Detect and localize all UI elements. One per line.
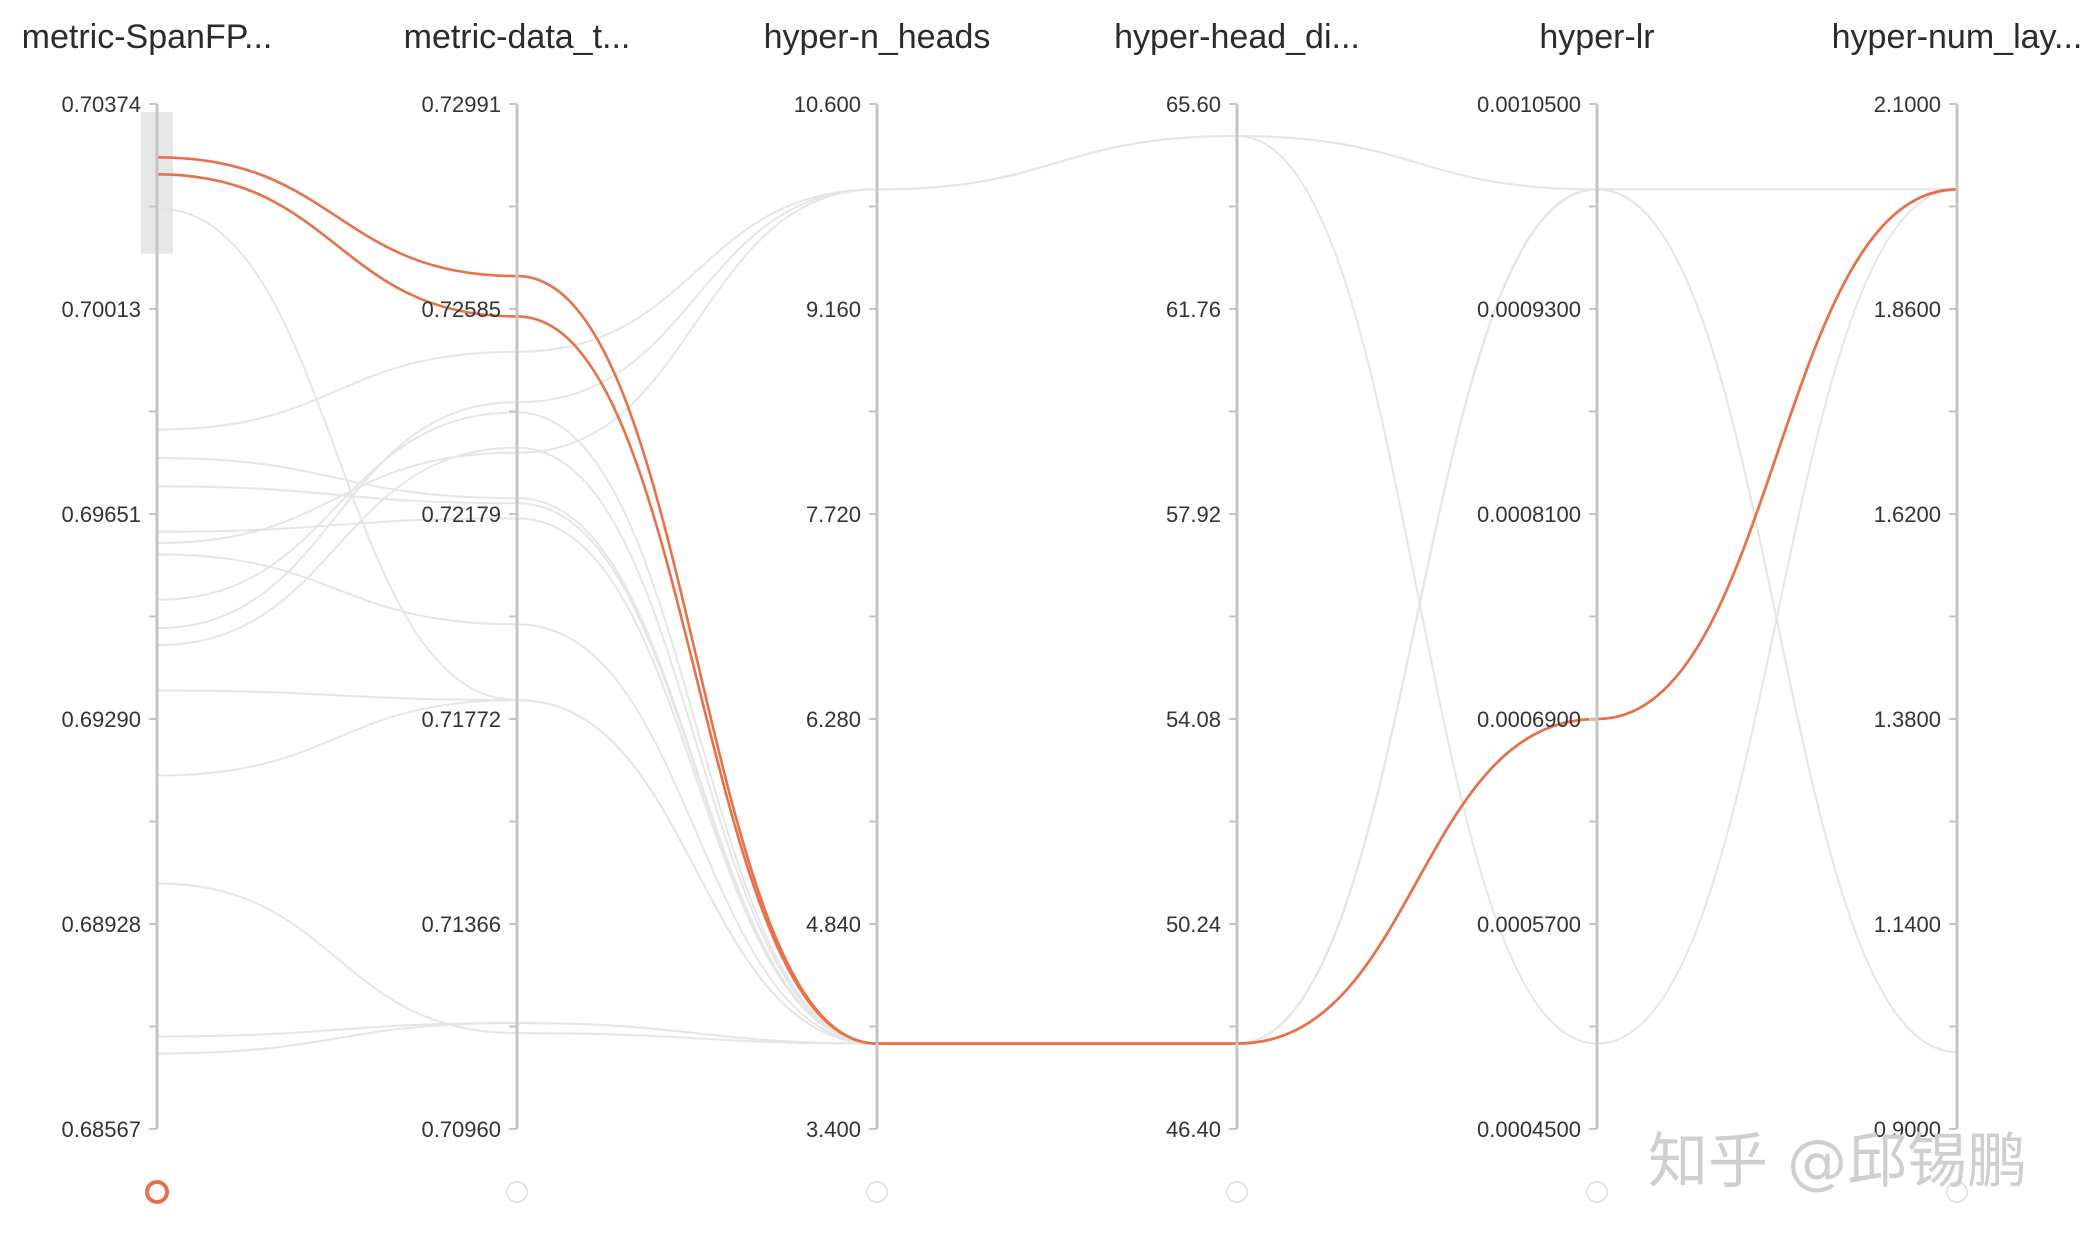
axis-title[interactable]: hyper-num_lay...	[1832, 18, 2082, 56]
series-line	[156, 135, 1958, 1045]
tick-label: 0.0008100	[1477, 502, 1581, 527]
axis-select-handle[interactable]	[866, 1181, 888, 1203]
axis-4: 0.0010500 0.0009300 0.0008100 0.0006900 0.00…	[1477, 18, 1655, 1142]
tick-label: 50.24	[1166, 912, 1221, 937]
tick-label: 3.400	[806, 1117, 861, 1142]
tick-label: 0.9000	[1874, 1117, 1941, 1142]
tick-label: 65.60	[1166, 92, 1221, 117]
highlighted-series-line	[156, 173, 1958, 1045]
axis-title[interactable]: metric-data_t...	[404, 18, 631, 56]
axis-title[interactable]: hyper-lr	[1539, 18, 1654, 56]
tick-label: 57.92	[1166, 502, 1221, 527]
axis-title[interactable]: hyper-n_heads	[764, 18, 991, 56]
axis-select-handle[interactable]	[145, 1180, 169, 1204]
tick-label: 0.71772	[421, 707, 501, 732]
axis-0: 0.70374 0.70013 0.69651 0.69290 0.68928 0.685…	[22, 18, 273, 1142]
axis-title[interactable]: metric-SpanFP...	[22, 18, 273, 56]
axis-select-handle[interactable]	[1946, 1181, 1968, 1203]
tick-label: 1.6200	[1874, 502, 1941, 527]
tick-label: 0.0009300	[1477, 297, 1581, 322]
tick-label: 0.69290	[61, 707, 141, 732]
tick-label: 0.68567	[61, 1117, 141, 1142]
axis-select-handle[interactable]	[1226, 1181, 1248, 1203]
tick-label: 0.70013	[61, 297, 141, 322]
tick-label: 4.840	[806, 912, 861, 937]
tick-label: 0.0005700	[1477, 912, 1581, 937]
tick-label: 54.08	[1166, 707, 1221, 732]
tick-label: 0.0006900	[1477, 707, 1581, 732]
tick-label: 9.160	[806, 297, 861, 322]
series-line	[156, 188, 1958, 1054]
tick-label: 0.71366	[421, 912, 501, 937]
tick-label: 0.72585	[421, 297, 501, 322]
tick-label: 0.70960	[421, 1117, 501, 1142]
tick-label: 7.720	[806, 502, 861, 527]
tick-label: 0.0010500	[1477, 92, 1581, 117]
tick-label: 46.40	[1166, 1117, 1221, 1142]
tick-label: 1.3800	[1874, 707, 1941, 732]
tick-label: 2.1000	[1874, 92, 1941, 117]
tick-label: 1.1400	[1874, 912, 1941, 937]
highlighted-series-line	[156, 156, 1958, 1045]
axis-5: 2.1000 1.8600 1.6200 1.3800 1.1400 0.9000 hype…	[1832, 18, 2082, 1142]
watermark-text: 知乎 @邱锡鹏	[1648, 1127, 2027, 1197]
axis-2: 10.600 9.160 7.720 6.280 4.840 3.400 hyper-n_h…	[764, 18, 991, 1142]
axes: 0.70374 0.70013 0.69651 0.69290 0.68928 0.685…	[22, 18, 2082, 1142]
tick-label: 0.68928	[61, 912, 141, 937]
tick-label: 0.70374	[61, 92, 141, 117]
tick-label: 6.280	[806, 707, 861, 732]
axis-select-handle[interactable]	[1586, 1181, 1608, 1203]
highlighted-lines	[156, 156, 1958, 1045]
axis-1: 0.72991 0.72585 0.72179 0.71772 0.71366 0.709…	[404, 18, 631, 1142]
tick-label: 1.8600	[1874, 297, 1941, 322]
axis-3: 65.60 61.76 57.92 54.08 50.24 46.40 hyper-head…	[1114, 18, 1360, 1142]
tick-label: 0.69651	[61, 502, 141, 527]
tick-label: 0.0004500	[1477, 1117, 1581, 1142]
tick-label: 10.600	[794, 92, 861, 117]
tick-label: 0.72179	[421, 502, 501, 527]
axis-handles	[145, 1180, 1968, 1204]
axis-title[interactable]: hyper-head_di...	[1114, 18, 1360, 56]
tick-label: 0.72991	[421, 92, 501, 117]
axis-select-handle[interactable]	[506, 1181, 528, 1203]
tick-label: 61.76	[1166, 297, 1221, 322]
